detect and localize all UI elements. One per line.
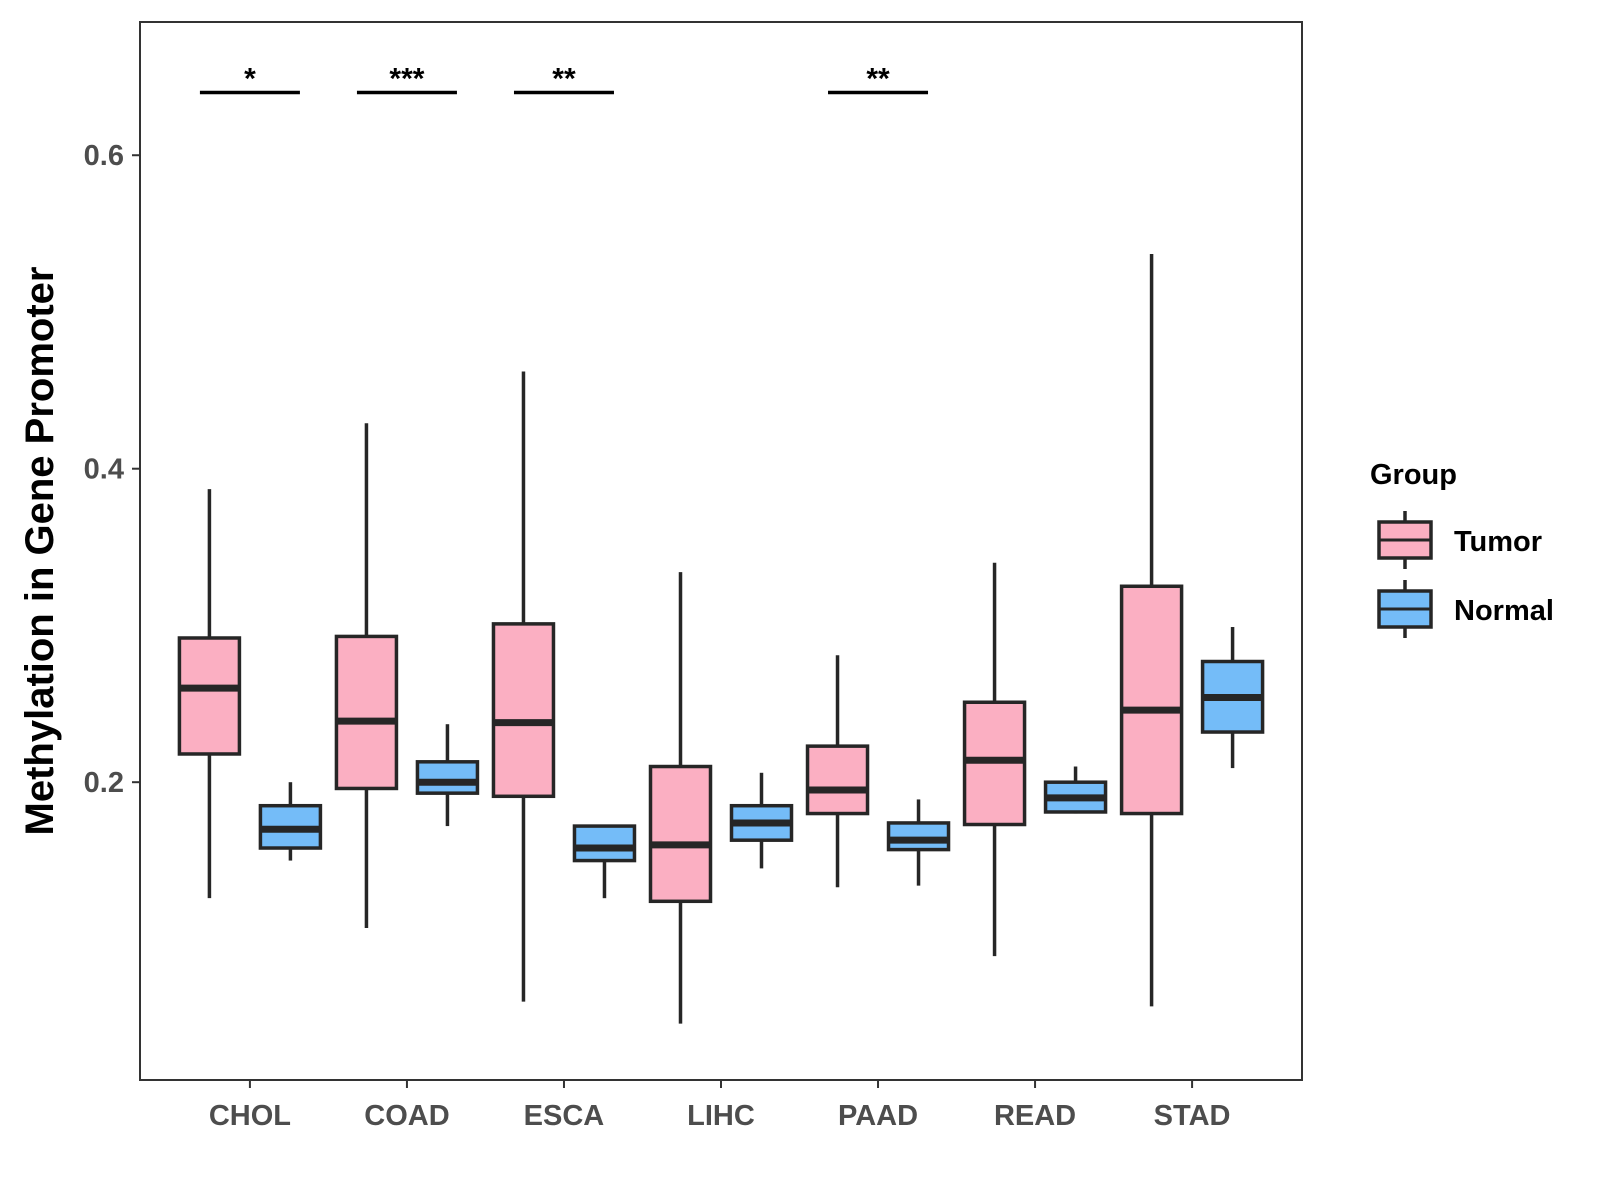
normal-iqr-box bbox=[415, 760, 480, 795]
tumor-iqr-box bbox=[648, 764, 713, 904]
tumor-box-esca bbox=[491, 371, 556, 1002]
tumor-iqr-box bbox=[177, 636, 242, 756]
tumor-box-stad bbox=[1119, 253, 1184, 1007]
legend: Group Tumor Normal bbox=[1370, 459, 1554, 638]
normal-box-lihc bbox=[729, 772, 794, 869]
x-tick-label: CHOL bbox=[209, 1100, 291, 1132]
normal-box-chol bbox=[258, 782, 323, 861]
x-tick-label: COAD bbox=[364, 1100, 449, 1132]
tumor-iqr-box bbox=[805, 744, 870, 816]
y-tick-label: 0.2 bbox=[84, 767, 124, 799]
normal-box-esca bbox=[572, 824, 637, 899]
significance-label: ** bbox=[552, 63, 576, 96]
tumor-box-lihc bbox=[648, 572, 713, 1024]
tumor-box-paad bbox=[805, 655, 870, 888]
tumor-box-coad bbox=[334, 423, 399, 928]
legend-label: Normal bbox=[1454, 595, 1554, 627]
x-tick-label: READ bbox=[994, 1100, 1076, 1132]
plot-marks: * *** ** ** bbox=[177, 63, 1265, 1024]
normal-box-read bbox=[1043, 766, 1108, 814]
x-tick-label: PAAD bbox=[838, 1100, 918, 1132]
tumor-box-read bbox=[962, 562, 1027, 957]
normal-box-coad bbox=[415, 724, 480, 827]
normal-box-stad bbox=[1200, 627, 1265, 769]
normal-iqr-box bbox=[572, 824, 637, 863]
legend-label: Tumor bbox=[1454, 526, 1542, 558]
x-tick-label: ESCA bbox=[524, 1100, 605, 1132]
legend-entry-tumor: Tumor bbox=[1377, 511, 1542, 569]
tumor-iqr-box bbox=[1119, 584, 1184, 816]
normal-box-paad bbox=[886, 799, 951, 886]
tumor-iqr-box bbox=[334, 634, 399, 791]
normal-iqr-box bbox=[886, 821, 951, 852]
y-axis-title: Methylation in Gene Promoter bbox=[18, 267, 62, 836]
x-tick-label: LIHC bbox=[687, 1100, 755, 1132]
significance-label: *** bbox=[389, 63, 424, 96]
legend-entry-normal: Normal bbox=[1377, 580, 1554, 638]
significance-label: ** bbox=[866, 63, 890, 96]
y-tick-label: 0.6 bbox=[84, 140, 124, 172]
y-tick-label: 0.4 bbox=[84, 454, 124, 486]
axes: 0.2 0.4 0.6 CHOL COAD ESCA LIHC PAAD READ STAD bbox=[84, 140, 1231, 1132]
significance-label: * bbox=[244, 63, 256, 96]
legend-title: Group bbox=[1370, 459, 1457, 491]
tumor-iqr-box bbox=[491, 622, 556, 799]
tumor-box-chol bbox=[177, 489, 242, 899]
x-tick-label: STAD bbox=[1154, 1100, 1231, 1132]
